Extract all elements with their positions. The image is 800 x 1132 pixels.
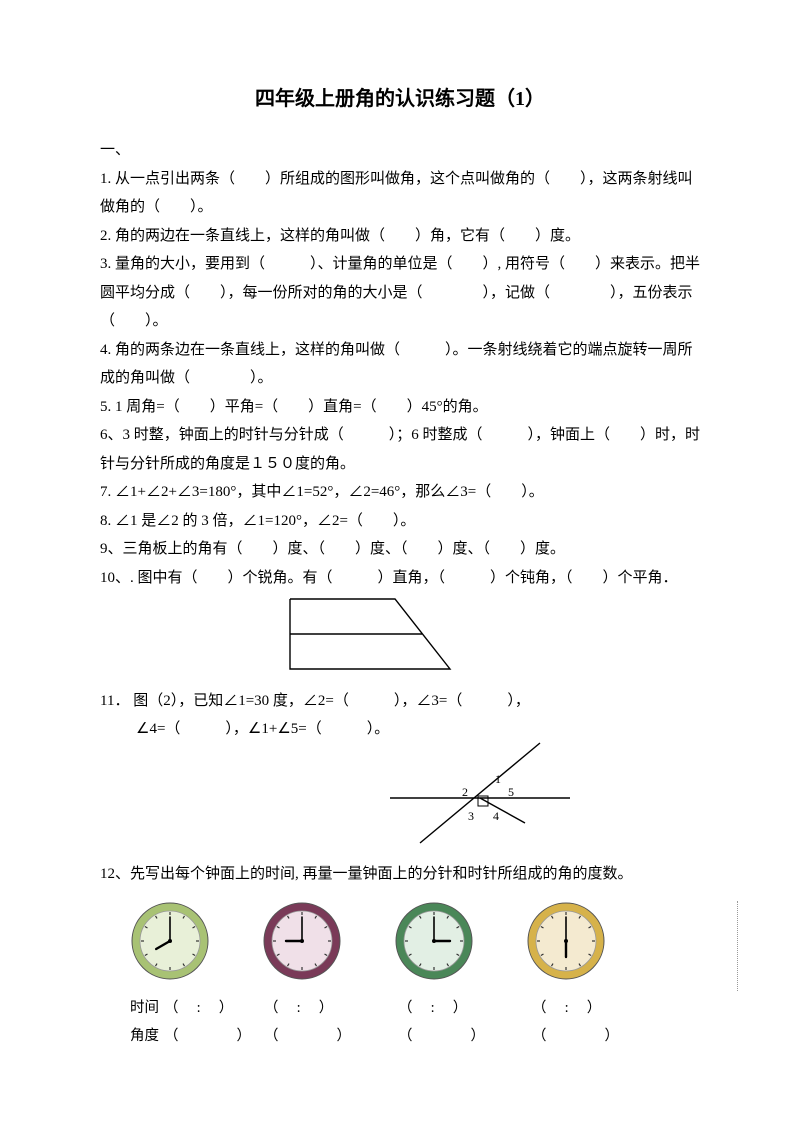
trapezoid-icon [280,594,460,674]
question-2: 2. 角的两边在一条直线上，这样的角叫做（ ）角，它有（ ）度。 [100,222,700,251]
question-3: 3. 量角的大小，要用到（ ）、计量角的单位是（ ）, 用符号（ ）来表示。把半… [100,250,700,336]
clock-icon [394,901,474,981]
question-12: 12、先写出每个钟面上的时间, 再量一量钟面上的分针和时针所组成的角的度数。 [100,860,700,889]
angle-label-5: 5 [508,785,514,799]
clocks-row [130,901,700,992]
angle-label-4: 4 [493,809,499,823]
angle-blank: （ ） [264,1023,372,1051]
question-9: 9、三角板上的角有（ ）度、（ ）度、（ ）度、（ ）度。 [100,535,700,564]
angle-blank: （ ） [532,1023,640,1051]
clock [262,901,342,992]
question-4: 4. 角的两条边在一条直线上，这样的角叫做（ ）。一条射线绕着它的端点旋转一周所… [100,336,700,393]
clock [526,901,606,992]
figure-q11: 1 2 3 4 5 [380,738,700,859]
angle-label: 角度 [130,1023,164,1051]
time-label: 时间 [130,995,164,1023]
section-1-head: 一、 [100,136,700,165]
time-row: 时间（ : ） （ : ） （ : ） （ : ） [130,995,700,1023]
question-11a: 11． 图（2），已知∠1=30 度，∠2=（ ），∠3=（ ）， [100,687,700,716]
question-7: 7. ∠1+∠2+∠3=180°，其中∠1=52°，∠2=46°，那么∠3=（ … [100,478,700,507]
figure-q10 [280,594,700,685]
clock-icon [262,901,342,981]
time-blank: （ : ） [532,995,640,1023]
angles-diagram-icon: 1 2 3 4 5 [380,738,580,848]
worksheet-page: 四年级上册角的认识练习题（1） 一、 1. 从一点引出两条（ ）所组成的图形叫做… [0,0,800,1090]
clock-icon [526,901,606,981]
time-blank: （ : ） [398,995,506,1023]
question-10: 10、. 图中有（ ）个锐角。有（ ）直角，（ ）个钝角，（ ）个平角． [100,564,700,593]
clock-icon [130,901,210,981]
angle-blank: （ ） [164,1028,251,1044]
question-1: 1. 从一点引出两条（ ）所组成的图形叫做角，这个点叫做角的（ ），这两条射线叫… [100,165,700,222]
question-8: 8. ∠1 是∠2 的 3 倍，∠1=120°，∠2=（ ）。 [100,507,700,536]
dotted-divider [737,901,738,992]
clock [130,901,210,992]
question-6: 6、3 时整，钟面上的时针与分针成（ ）；6 时整成（ ），钟面上（ ）时，时针… [100,421,700,478]
angle-label-2: 2 [462,785,468,799]
angle-label-1: 1 [495,772,501,786]
angle-blank: （ ） [398,1023,506,1051]
angle-label-3: 3 [468,809,474,823]
time-blank: （ : ） [264,995,372,1023]
question-5: 5. 1 周角=（ ）平角=（ ）直角=（ ）45°的角。 [100,393,700,422]
answer-rows: 时间（ : ） （ : ） （ : ） （ : ） 角度（ ） （ ） （ ） … [130,995,700,1050]
time-blank: （ : ） [164,1000,233,1016]
page-title: 四年级上册角的认识练习题（1） [100,80,700,118]
angle-row: 角度（ ） （ ） （ ） （ ） [130,1023,700,1051]
clock [394,901,474,992]
